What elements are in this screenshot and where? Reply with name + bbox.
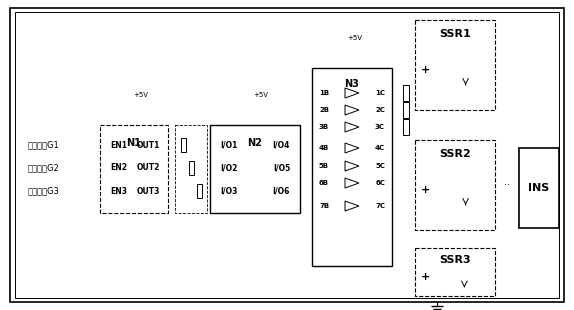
Text: I/O6: I/O6	[273, 187, 290, 196]
Text: 2C: 2C	[375, 107, 385, 113]
Text: 6C: 6C	[375, 180, 385, 186]
Text: 3B: 3B	[319, 124, 329, 130]
Text: N1: N1	[126, 138, 141, 148]
Bar	[175, 125, 207, 213]
Text: OUT2: OUT2	[137, 163, 160, 172]
Bar	[415, 140, 495, 230]
Text: 5B: 5B	[319, 163, 329, 169]
Bar	[210, 125, 300, 213]
Text: +5V: +5V	[347, 35, 362, 41]
Bar	[188, 161, 193, 175]
Text: 1B: 1B	[319, 90, 329, 96]
Text: I/O4: I/O4	[273, 140, 290, 149]
Text: I/O1: I/O1	[220, 140, 238, 149]
Text: 7C: 7C	[375, 203, 385, 209]
Text: SSR1: SSR1	[439, 29, 471, 39]
Text: I/O5: I/O5	[273, 163, 290, 172]
Text: EN3: EN3	[110, 187, 127, 196]
Text: 5C: 5C	[375, 163, 385, 169]
Text: INS: INS	[529, 183, 550, 193]
Text: ··: ··	[504, 180, 510, 190]
Text: 舰电交流G1: 舰电交流G1	[28, 140, 60, 149]
Text: +5V: +5V	[134, 92, 149, 98]
Text: OUT3: OUT3	[137, 187, 160, 196]
Text: SSR3: SSR3	[439, 255, 471, 265]
Text: 6B: 6B	[319, 180, 329, 186]
Bar	[100, 125, 168, 213]
Text: EN2: EN2	[110, 163, 127, 172]
Text: 舰电直流G2: 舰电直流G2	[28, 163, 60, 172]
Bar	[180, 138, 185, 152]
Text: I/O2: I/O2	[220, 163, 238, 172]
Text: EN1: EN1	[110, 140, 127, 149]
Bar	[312, 68, 392, 266]
Text: +: +	[420, 272, 429, 282]
Text: 2B: 2B	[319, 107, 329, 113]
Bar	[519, 148, 559, 228]
Bar	[415, 20, 495, 110]
Bar	[403, 85, 409, 101]
Text: SSR2: SSR2	[439, 149, 471, 159]
Bar	[403, 102, 409, 118]
Text: OUT1: OUT1	[137, 140, 160, 149]
Bar	[403, 119, 409, 135]
Text: 3C: 3C	[375, 124, 385, 130]
Text: 4B: 4B	[319, 145, 329, 151]
Text: I/O3: I/O3	[220, 187, 238, 196]
Text: 1C: 1C	[375, 90, 385, 96]
Text: +: +	[420, 65, 429, 75]
Text: 应急电源G3: 应急电源G3	[28, 187, 60, 196]
Text: 7B: 7B	[319, 203, 329, 209]
Bar	[196, 184, 201, 198]
Text: 4C: 4C	[375, 145, 385, 151]
Text: N2: N2	[247, 138, 262, 148]
Text: +5V: +5V	[254, 92, 269, 98]
Bar	[415, 248, 495, 296]
Text: +: +	[420, 185, 429, 195]
Text: N3: N3	[344, 79, 359, 89]
